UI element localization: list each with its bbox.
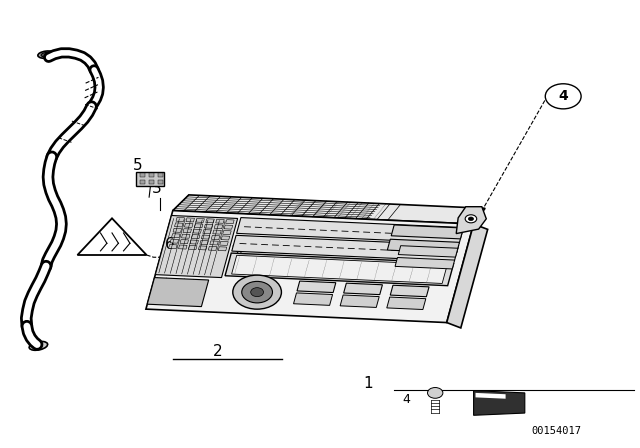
Polygon shape [175,223,183,227]
Circle shape [465,215,477,223]
Circle shape [468,217,474,220]
Ellipse shape [41,52,52,57]
Polygon shape [210,241,218,245]
Polygon shape [172,234,180,238]
Polygon shape [158,180,163,184]
Polygon shape [200,241,209,245]
Text: 1: 1 [363,375,373,391]
Polygon shape [182,234,190,238]
Polygon shape [474,391,525,415]
Polygon shape [170,239,179,243]
Polygon shape [186,218,195,222]
Polygon shape [395,258,454,269]
Polygon shape [204,224,213,228]
Ellipse shape [38,51,56,58]
Polygon shape [202,235,210,239]
Circle shape [545,84,581,109]
Polygon shape [476,393,506,399]
Polygon shape [387,239,460,253]
Polygon shape [149,173,154,177]
Polygon shape [191,235,200,239]
Polygon shape [77,218,147,255]
Polygon shape [173,195,485,224]
Text: 2: 2 [212,344,223,359]
Polygon shape [195,224,203,228]
Text: 4: 4 [403,393,410,406]
Polygon shape [216,219,224,223]
Polygon shape [188,246,197,250]
Polygon shape [203,230,211,234]
Text: 00154017: 00154017 [532,426,582,436]
Polygon shape [146,211,474,323]
Polygon shape [147,278,209,306]
Polygon shape [149,180,154,184]
Polygon shape [297,281,336,293]
Polygon shape [237,218,463,243]
Ellipse shape [29,341,47,350]
Polygon shape [214,224,223,229]
Circle shape [233,275,282,309]
Polygon shape [158,173,163,177]
Circle shape [242,281,273,303]
Polygon shape [180,240,189,244]
Polygon shape [196,218,204,222]
Polygon shape [193,229,202,233]
Polygon shape [176,217,184,221]
Polygon shape [190,240,198,244]
Polygon shape [456,207,486,233]
Polygon shape [391,225,463,239]
Polygon shape [206,219,214,223]
Polygon shape [447,224,488,328]
Text: 3: 3 [152,181,162,196]
Polygon shape [183,229,191,233]
Polygon shape [211,236,220,240]
Polygon shape [225,253,454,286]
Polygon shape [220,241,228,246]
Polygon shape [387,297,426,310]
Polygon shape [208,246,217,250]
Polygon shape [140,173,145,177]
Polygon shape [344,283,383,295]
Circle shape [251,288,264,297]
Polygon shape [223,230,231,235]
Polygon shape [224,225,233,229]
Polygon shape [218,247,227,251]
Polygon shape [232,235,459,261]
Polygon shape [226,220,234,224]
Polygon shape [168,245,177,249]
Circle shape [428,388,443,398]
Text: 6: 6 [164,237,175,252]
Polygon shape [221,236,230,240]
Polygon shape [140,180,145,184]
Polygon shape [212,230,221,234]
Text: 4: 4 [558,89,568,103]
Text: 5: 5 [132,158,143,173]
Polygon shape [184,223,193,228]
Polygon shape [398,246,458,257]
Polygon shape [340,295,380,307]
Polygon shape [294,293,333,306]
Polygon shape [198,246,207,250]
Polygon shape [179,245,187,249]
Polygon shape [173,228,182,233]
Polygon shape [232,255,447,284]
Polygon shape [390,285,429,297]
Polygon shape [136,172,164,186]
Polygon shape [156,215,237,278]
